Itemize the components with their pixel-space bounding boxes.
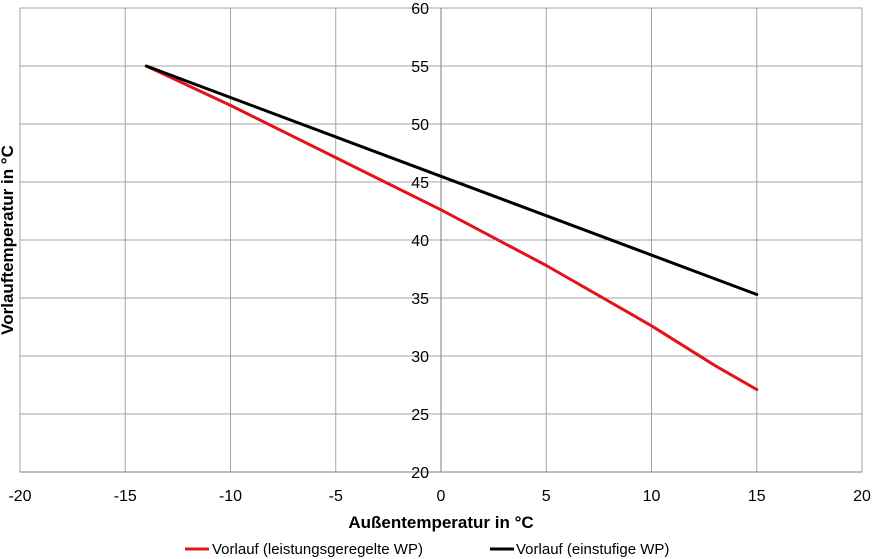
y-tick-label: 50 (411, 117, 429, 134)
series-line-leistungsgeregelte (144, 64, 759, 392)
y-tick-label: 20 (411, 465, 429, 482)
x-tick-label: 20 (853, 488, 871, 505)
x-tick-label: 10 (643, 488, 661, 505)
series-lines (144, 64, 759, 392)
y-tick-label: 45 (411, 175, 429, 192)
y-tick-label: 25 (411, 407, 429, 424)
x-tick-labels: -20 -15 -10 -5 0 5 10 15 20 (8, 488, 871, 505)
series-line-einstufige (144, 64, 759, 296)
x-tick-label: -5 (329, 488, 343, 505)
y-tick-label: 55 (411, 59, 429, 76)
legend-label-leistungsgeregelte: Vorlauf (leistungsgeregelte WP) (212, 541, 423, 558)
x-tick-label: 5 (542, 488, 551, 505)
x-tick-label: 0 (437, 488, 446, 505)
y-tick-labels: 20 25 30 35 40 45 50 55 60 (411, 1, 429, 482)
y-axis-title: Vorlauftemperatur in °C (0, 145, 17, 335)
x-axis-title: Außentemperatur in °C (348, 513, 533, 532)
y-tick-label: 30 (411, 349, 429, 366)
y-tick-label: 35 (411, 291, 429, 308)
x-tick-label: -20 (8, 488, 31, 505)
y-tick-label: 60 (411, 1, 429, 18)
x-tick-label: -15 (114, 488, 137, 505)
y-tick-label: 40 (411, 233, 429, 250)
x-tick-label: -10 (219, 488, 242, 505)
legend-label-einstufige: Vorlauf (einstufige WP) (516, 541, 669, 558)
x-tick-label: 15 (748, 488, 766, 505)
legend: Vorlauf (leistungsgeregelte WP) Vorlauf … (185, 541, 669, 558)
